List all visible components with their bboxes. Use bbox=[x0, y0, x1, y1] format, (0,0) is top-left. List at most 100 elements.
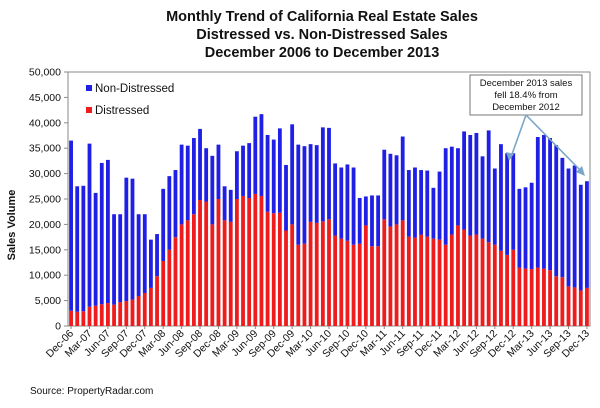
bar-non-distressed bbox=[118, 214, 123, 303]
bar-non-distressed bbox=[462, 131, 467, 230]
annotation-line-2: fell 18.4% from bbox=[494, 90, 557, 101]
bar-non-distressed bbox=[308, 144, 313, 222]
bar-non-distressed bbox=[388, 153, 393, 227]
bar-non-distressed bbox=[486, 130, 491, 243]
y-axis-label: Sales Volume bbox=[6, 190, 18, 261]
bar-non-distressed bbox=[149, 239, 153, 288]
bar-distressed bbox=[247, 197, 252, 326]
chart-title-line-1: Monthly Trend of California Real Estate … bbox=[166, 9, 478, 25]
y-tick-label: 30,000 bbox=[29, 168, 61, 180]
bar-distressed bbox=[320, 221, 325, 326]
bar-non-distressed bbox=[265, 134, 270, 212]
bar-non-distressed bbox=[130, 178, 135, 300]
bar-non-distressed bbox=[136, 214, 141, 297]
bar-distressed bbox=[149, 287, 153, 326]
y-tick-label: 45,000 bbox=[29, 92, 61, 104]
bar-non-distressed bbox=[554, 145, 559, 277]
bar-non-distressed bbox=[161, 188, 166, 261]
bar-non-distressed bbox=[449, 146, 454, 235]
bar-non-distressed bbox=[345, 164, 350, 241]
bar-non-distressed bbox=[578, 184, 583, 291]
y-axis-ticks: 0 5,000 10,000 15,000 20,000 25,000 30,000 35,0… bbox=[29, 67, 68, 333]
bar-non-distressed bbox=[400, 136, 405, 221]
bar-non-distressed bbox=[167, 176, 172, 250]
bar-distressed bbox=[511, 249, 516, 326]
bar-non-distressed bbox=[499, 144, 503, 251]
y-tick-label: 20,000 bbox=[29, 219, 61, 231]
bar-non-distressed bbox=[124, 177, 129, 302]
bar-distressed bbox=[505, 254, 509, 326]
bar-non-distressed bbox=[247, 143, 252, 198]
bar-distressed bbox=[388, 226, 393, 326]
bar-non-distressed bbox=[179, 144, 184, 225]
y-tick-label: 35,000 bbox=[29, 143, 61, 155]
bar-non-distressed bbox=[406, 170, 411, 237]
bar-distressed bbox=[357, 243, 362, 326]
bar-distressed bbox=[585, 287, 589, 326]
bar-distressed bbox=[578, 290, 583, 326]
bar-distressed bbox=[271, 213, 276, 326]
bar-non-distressed bbox=[363, 196, 368, 226]
legend-label-non-distressed: Non-Distressed bbox=[95, 83, 174, 95]
bar-non-distressed bbox=[234, 151, 239, 199]
bar-non-distressed bbox=[511, 153, 516, 250]
bar-distressed bbox=[548, 270, 552, 326]
bar-distressed bbox=[228, 221, 233, 326]
annotation-arrowhead-dec13 bbox=[576, 166, 585, 176]
bar-distressed bbox=[81, 311, 86, 326]
bar-distressed bbox=[124, 301, 129, 326]
bar-distressed bbox=[431, 238, 436, 326]
bar-distressed bbox=[69, 310, 73, 326]
bar-non-distressed bbox=[382, 149, 387, 220]
bar-distressed bbox=[130, 299, 135, 326]
bar-distressed bbox=[308, 221, 313, 326]
bar-distressed bbox=[468, 235, 473, 326]
bar-non-distressed bbox=[253, 116, 258, 194]
bar-non-distressed bbox=[480, 156, 485, 239]
bar-distressed bbox=[382, 219, 387, 326]
bar-distressed bbox=[204, 201, 209, 326]
bar-distressed bbox=[572, 287, 577, 326]
bar-non-distressed bbox=[112, 214, 116, 305]
bar-distressed bbox=[277, 212, 282, 326]
bar-non-distressed bbox=[75, 186, 80, 312]
bar-distressed bbox=[560, 277, 565, 326]
bar-non-distressed bbox=[425, 170, 430, 237]
bar-non-distressed bbox=[228, 189, 233, 222]
bar-distressed bbox=[529, 269, 534, 326]
bar-distressed bbox=[265, 211, 270, 326]
bar-distressed bbox=[406, 236, 411, 326]
bar-non-distressed bbox=[185, 145, 190, 221]
bar-distressed bbox=[419, 234, 424, 326]
bar-distressed bbox=[333, 235, 338, 326]
bar-non-distressed bbox=[529, 182, 534, 270]
bar-distressed bbox=[376, 246, 381, 326]
bar-non-distressed bbox=[320, 127, 325, 222]
bar-distressed bbox=[87, 306, 92, 326]
bar-non-distressed bbox=[572, 165, 577, 288]
bar-distressed bbox=[112, 304, 116, 326]
bar-non-distressed bbox=[191, 138, 196, 215]
y-tick-label: 40,000 bbox=[29, 117, 61, 129]
bar-non-distressed bbox=[302, 146, 307, 244]
bar-non-distressed bbox=[271, 139, 276, 214]
bar-non-distressed bbox=[419, 170, 424, 235]
bar-non-distressed bbox=[173, 170, 178, 238]
bar-distressed bbox=[486, 242, 491, 326]
bar-non-distressed bbox=[339, 167, 344, 239]
annotation-arrow-dec13 bbox=[525, 114, 583, 173]
chart-title-line-2: Distressed vs. Non-Distressed Sales bbox=[196, 27, 447, 43]
bar-non-distressed bbox=[87, 143, 92, 307]
bar-distressed bbox=[474, 234, 479, 326]
bar-non-distressed bbox=[259, 114, 264, 196]
bar-distressed bbox=[118, 302, 123, 326]
bar-distressed bbox=[566, 286, 571, 326]
legend-label-distressed: Distressed bbox=[95, 105, 149, 117]
y-tick-label: 25,000 bbox=[29, 194, 61, 206]
bar-distressed bbox=[210, 224, 215, 326]
bar-non-distressed bbox=[542, 134, 546, 269]
y-tick-label: 50,000 bbox=[29, 67, 61, 79]
bar-distressed bbox=[296, 244, 301, 326]
